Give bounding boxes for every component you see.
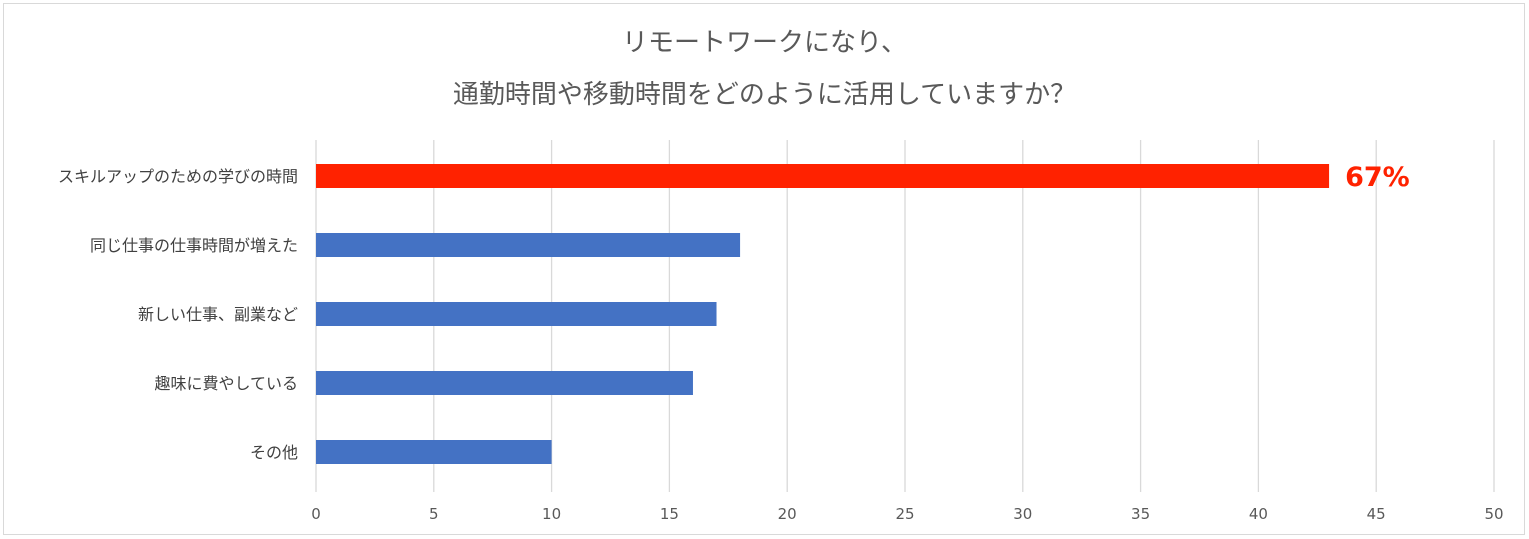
x-tick-label-25: 25 xyxy=(895,505,914,523)
bar-2 xyxy=(316,233,741,257)
x-tick-label-45: 45 xyxy=(1367,505,1386,523)
x-tick-label-10: 10 xyxy=(542,505,561,523)
category-label-2: 同じ仕事の仕事時間が増えた xyxy=(90,236,298,255)
x-tick-label-35: 35 xyxy=(1131,505,1150,523)
bar-1 xyxy=(316,164,1330,188)
category-label-3: 新しい仕事、副業など xyxy=(138,305,298,324)
category-label-1: スキルアップのための学びの時間 xyxy=(58,167,298,186)
x-tick-label-15: 15 xyxy=(660,505,679,523)
x-tick-label-30: 30 xyxy=(1013,505,1032,523)
chart-frame xyxy=(3,3,1525,535)
data-label-1: 67% xyxy=(1345,162,1410,193)
category-label-5: その他 xyxy=(250,443,298,462)
x-tick-label-40: 40 xyxy=(1249,505,1268,523)
bar-4 xyxy=(316,371,693,395)
bar-5 xyxy=(316,440,552,464)
bar-3 xyxy=(316,302,717,326)
x-tick-label-5: 5 xyxy=(429,505,439,523)
x-tick-label-50: 50 xyxy=(1484,505,1503,523)
chart-title-line-1: リモートワークになり、 xyxy=(622,28,907,58)
x-tick-label-20: 20 xyxy=(778,505,797,523)
category-label-4: 趣味に費やしている xyxy=(154,374,298,393)
chart-title-line-2: 通勤時間や移動時間をどのように活用していますか？ xyxy=(452,80,1077,110)
x-tick-label-0: 0 xyxy=(311,505,321,523)
